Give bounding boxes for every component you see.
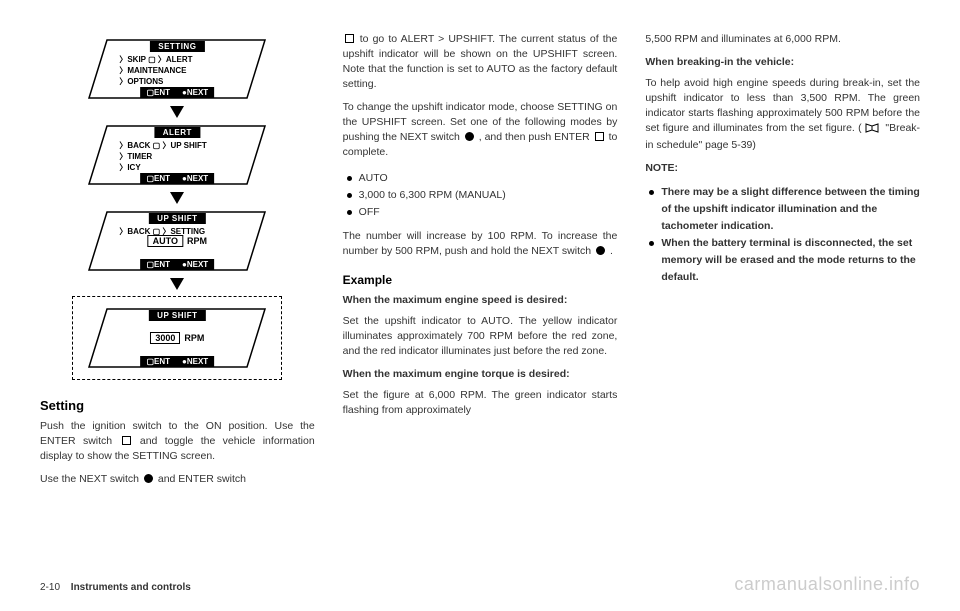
- panel-foot-next: ●NEXT: [182, 174, 208, 183]
- setting-heading: Setting: [40, 398, 315, 413]
- text: and ENTER switch: [158, 473, 246, 485]
- menu-flow-diagram: SETTING 〉SKIP ▢ 〉ALERT 〉MAINTENANCE 〉OPT…: [40, 38, 315, 380]
- panel-foot-ent: ▢ENT: [146, 174, 170, 183]
- panel-foot-ent: ▢ENT: [146, 88, 170, 97]
- note-heading: NOTE:: [645, 161, 920, 176]
- column-1: SETTING 〉SKIP ▢ 〉ALERT 〉MAINTENANCE 〉OPT…: [40, 32, 315, 552]
- col2-p3: The number will increase by 100 RPM. To …: [343, 229, 618, 259]
- breakin-para: To help avoid high engine speeds during …: [645, 76, 920, 153]
- screen-panel-upshift-3000: UP SHIFT 3000 RPM ▢ENT ●NEXT: [87, 307, 267, 369]
- circle-icon: [144, 474, 153, 483]
- screen-panel-alert: ALERT 〉BACK ▢ 〉UP SHIFT 〉TIMER 〉ICY ▢ENT…: [87, 124, 267, 186]
- rpm-unit: RPM: [187, 236, 207, 246]
- panel-foot-next: ●NEXT: [182, 260, 208, 269]
- col3-p1: 5,500 RPM and illuminates at 6,000 RPM.: [645, 32, 920, 47]
- text: The number will increase by 100 RPM. To …: [343, 230, 618, 257]
- square-icon: [595, 132, 604, 141]
- arrow-down-icon: [170, 278, 184, 290]
- arrow-down-icon: [170, 106, 184, 118]
- text: to go to ALERT > UPSHIFT. The current st…: [343, 33, 618, 90]
- panel-foot-next: ●NEXT: [182, 357, 208, 366]
- panel-line: 〉SKIP ▢ 〉ALERT: [119, 54, 192, 65]
- panel-footer: ▢ENT ●NEXT: [140, 259, 214, 270]
- example-heading: Example: [343, 273, 618, 287]
- page-columns: SETTING 〉SKIP ▢ 〉ALERT 〉MAINTENANCE 〉OPT…: [40, 32, 920, 552]
- panel-line: 〉TIMER: [119, 151, 206, 162]
- chapter-title: Instruments and controls: [71, 582, 191, 593]
- max-speed-heading: When the maximum engine speed is desired…: [343, 293, 618, 308]
- panel-center: 3000 RPM: [150, 332, 204, 344]
- panel-foot-next: ●NEXT: [182, 88, 208, 97]
- panel-center: AUTO RPM: [148, 235, 207, 247]
- setting-para-1: Push the ignition switch to the ON posit…: [40, 419, 315, 464]
- panel-lines: 〉BACK ▢ 〉UP SHIFT 〉TIMER 〉ICY: [119, 140, 206, 173]
- watermark: carmanualsonline.info: [734, 574, 920, 595]
- list-item: There may be a slight difference between…: [645, 184, 920, 235]
- mode-list: AUTO 3,000 to 6,300 RPM (MANUAL) OFF: [343, 170, 618, 221]
- panel-lines: 〉SKIP ▢ 〉ALERT 〉MAINTENANCE 〉OPTIONS: [119, 54, 192, 87]
- text: , and then push ENTER: [479, 131, 590, 143]
- circle-icon: [596, 246, 605, 255]
- square-icon: [345, 34, 354, 43]
- max-speed-para: Set the upshift indicator to AUTO. The y…: [343, 314, 618, 359]
- panel-footer: ▢ENT ●NEXT: [140, 87, 214, 98]
- book-icon: [865, 123, 879, 138]
- max-torque-heading: When the maximum engine torque is desire…: [343, 367, 618, 382]
- panel-line: 〉ICY: [119, 162, 206, 173]
- rpm-unit: RPM: [184, 333, 204, 343]
- panel-footer: ▢ENT ●NEXT: [140, 356, 214, 367]
- screen-panel-upshift-auto: UP SHIFT 〉BACK ▢ 〉SETTING AUTO RPM ▢ENT …: [87, 210, 267, 272]
- breakin-heading: When breaking-in the vehicle:: [645, 55, 920, 70]
- page-number: 2-10: [40, 582, 60, 593]
- square-icon: [122, 436, 131, 445]
- column-2: to go to ALERT > UPSHIFT. The current st…: [343, 32, 618, 552]
- col2-p1: to go to ALERT > UPSHIFT. The current st…: [343, 32, 618, 92]
- page-footer: 2-10 Instruments and controls: [40, 582, 191, 593]
- rpm-box: AUTO: [148, 235, 183, 247]
- setting-para-2: Use the NEXT switch and ENTER switch: [40, 472, 315, 487]
- circle-icon: [465, 132, 474, 141]
- panel-line: 〉MAINTENANCE: [119, 65, 192, 76]
- panel-title: SETTING: [150, 41, 204, 52]
- panel-line: 〉BACK ▢ 〉UP SHIFT: [119, 140, 206, 151]
- panel-line: 〉OPTIONS: [119, 76, 192, 87]
- panel-foot-ent: ▢ENT: [146, 260, 170, 269]
- screen-panel-setting: SETTING 〉SKIP ▢ 〉ALERT 〉MAINTENANCE 〉OPT…: [87, 38, 267, 100]
- rpm-box: 3000: [150, 332, 180, 344]
- column-3: 5,500 RPM and illuminates at 6,000 RPM. …: [645, 32, 920, 552]
- col2-p2: To change the upshift indicator mode, ch…: [343, 100, 618, 160]
- text: Use the NEXT switch: [40, 473, 139, 485]
- panel-foot-ent: ▢ENT: [146, 357, 170, 366]
- panel-title: UP SHIFT: [149, 213, 205, 224]
- note-list: There may be a slight difference between…: [645, 184, 920, 286]
- panel-title: UP SHIFT: [149, 310, 205, 321]
- list-item: 3,000 to 6,300 RPM (MANUAL): [343, 187, 618, 204]
- panel-title: ALERT: [155, 127, 200, 138]
- panel-footer: ▢ENT ●NEXT: [140, 173, 214, 184]
- list-item: AUTO: [343, 170, 618, 187]
- dashed-container: UP SHIFT 3000 RPM ▢ENT ●NEXT: [72, 296, 282, 380]
- max-torque-para: Set the figure at 6,000 RPM. The green i…: [343, 388, 618, 418]
- text: .: [610, 245, 613, 257]
- arrow-down-icon: [170, 192, 184, 204]
- list-item: When the battery terminal is disconnecte…: [645, 235, 920, 286]
- list-item: OFF: [343, 204, 618, 221]
